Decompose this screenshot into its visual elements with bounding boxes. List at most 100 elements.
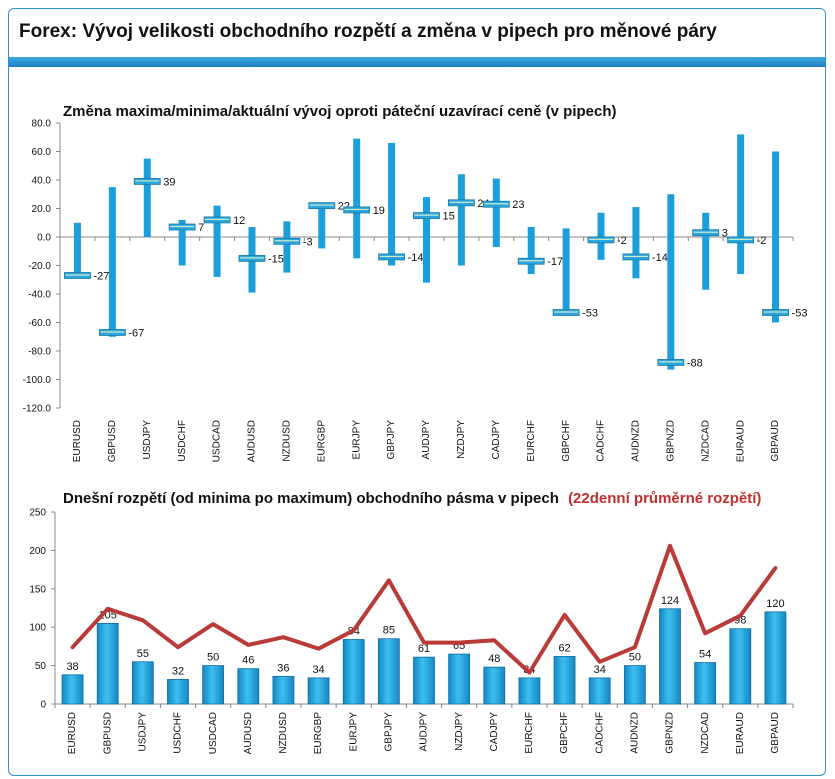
chart1-current-label: -14: [408, 252, 424, 264]
chart2-category-label: CADCHF: [594, 712, 605, 754]
chart2-range-bar: [448, 653, 471, 705]
chart1-range-bar: [423, 197, 430, 283]
chart1-range-bar: [492, 178, 500, 247]
chart1-category-label: GBPAUD: [770, 420, 781, 462]
chart1-current-label: -15: [268, 253, 284, 265]
chart2-bar-value-label: 120: [766, 598, 784, 610]
chart1-y-tick-label: -120.0: [23, 404, 52, 415]
chart1-y-tick-label: 40.0: [32, 176, 52, 187]
chart1-current-label: 12: [233, 215, 245, 227]
chart1-range-bar: [388, 142, 396, 266]
chart2-range-bar: [167, 679, 189, 705]
chart1-title: Změna maxima/minima/aktuální vývoj oprot…: [63, 103, 617, 120]
chart1-current-label: -67: [128, 327, 144, 339]
chart1-category-label: NZDCAD: [700, 420, 711, 462]
chart1-category-label: AUDNZD: [631, 420, 642, 462]
chart1-y-tick-label: -80.0: [28, 347, 51, 358]
chart1-category-label: EURAUD: [735, 420, 746, 462]
chart2-category-label: GBPCHF: [559, 712, 570, 754]
chart1-y-tick-label: -100.0: [23, 375, 52, 386]
chart2-y-tick-label: 100: [29, 623, 46, 634]
chart2-category-label: GBPJPY: [383, 712, 394, 752]
chart1-range-bar: [283, 221, 291, 273]
chart2-range-bar: [659, 608, 681, 705]
report-frame: Forex: Vývoj velikosti obchodního rozpět…: [8, 8, 826, 776]
chart2-range-bar: [202, 665, 225, 705]
chart2-y-tick-label: 0: [40, 700, 46, 711]
chart2-title-suffix: (22denní průměrné rozpětí): [568, 490, 761, 507]
chart2-range-bar: [553, 655, 576, 705]
chart1-range-bar: [108, 187, 116, 337]
chart1-range-bar: [702, 212, 710, 290]
chart1-range-bar: [632, 207, 640, 279]
chart1-category-label: CADJPY: [491, 420, 502, 460]
chart1-current-label: -88: [687, 357, 703, 369]
chart1-current-label: -53: [582, 308, 598, 320]
chart2-bar-value-label: 46: [242, 655, 254, 667]
chart1-category-label: GBPUSD: [107, 420, 118, 462]
chart1-current-label: -27: [93, 270, 109, 282]
chart2-bar-value-label: 48: [488, 653, 500, 665]
chart2-y-tick-label: 200: [29, 546, 46, 557]
chart2-range-bar: [588, 677, 611, 705]
chart1-category-label: EURUSD: [72, 420, 83, 462]
chart1-current-label: -2: [757, 235, 767, 247]
chart2-range-bar: [518, 677, 541, 705]
chart2-range-bar: [307, 677, 330, 705]
chart2-range-bar: [237, 668, 260, 705]
chart2-bar-value-label: 62: [558, 642, 570, 654]
chart1-range-bar: [213, 205, 221, 277]
chart2-category-label: AUDJPY: [419, 712, 430, 752]
chart1-current-label: -17: [547, 256, 563, 268]
chart1-current-label: 39: [163, 176, 175, 188]
chart2-bar-value-label: 55: [137, 648, 149, 660]
chart2-axes: 250 200 150 100 50 0 EURUSD GBPUSD USDJPY USDCHF U…: [29, 508, 794, 755]
chart2-bar-value-label: 85: [383, 625, 395, 637]
chart2-title-main: Dnešní rozpětí (od minima po maximum) ob…: [63, 490, 559, 507]
chart1-range-bar: [318, 202, 326, 249]
chart2-category-label: USDCAD: [208, 712, 219, 754]
chart1-range-bar: [597, 212, 605, 260]
chart2-category-label: AUDNZD: [629, 712, 640, 754]
chart1-category-label: GBPCHF: [561, 420, 572, 462]
chart2-category-label: GBPNZD: [665, 712, 676, 754]
chart1-category-label: GBPNZD: [665, 420, 676, 462]
chart1-y-tick-label: -40.0: [28, 290, 51, 301]
chart1-category-label: NZDJPY: [456, 420, 467, 459]
chart2-bar-value-label: 32: [172, 665, 184, 677]
chart2-category-label: EURGBP: [313, 712, 324, 755]
chart1-category-label: USDCHF: [177, 420, 188, 462]
chart1-category-label: USDJPY: [142, 420, 153, 460]
chart2-title: Dnešní rozpětí (od minima po maximum) ob…: [63, 490, 761, 507]
chart2-category-label: GBPAUD: [770, 712, 781, 754]
chart2-range-bar: [96, 622, 119, 705]
chart2-category-label: EURJPY: [348, 712, 359, 752]
chart2-range-bar: [131, 661, 154, 705]
chart1-marks: -27-6739712-15-32219-14152423-17-53-2-14…: [64, 134, 807, 370]
chart2-category-label: EURCHF: [524, 712, 535, 754]
chart2-y-tick-label: 50: [35, 661, 47, 672]
chart2-bar-value-label: 34: [594, 664, 606, 676]
chart2-average-line: [70, 543, 778, 675]
chart2-range-bar: [413, 656, 435, 705]
chart1-y-tick-label: 20.0: [32, 204, 52, 215]
chart2-bar-value-label: 36: [277, 662, 289, 674]
chart1-range-bar: [457, 174, 465, 266]
chart1-current-label: 3: [722, 228, 728, 240]
chart2-bar-value-label: 34: [312, 664, 324, 676]
chart2-y-tick-label: 150: [29, 584, 46, 595]
chart2-category-label: AUDUSD: [243, 712, 254, 754]
chart2-bar-value-label: 124: [661, 595, 679, 607]
chart1-y-tick-label: 0.0: [37, 233, 51, 244]
chart1-category-label: CADCHF: [596, 420, 607, 462]
chart1-category-label: USDCAD: [212, 420, 223, 462]
header-accent-bar: [9, 57, 825, 67]
chart1-category-label: AUDUSD: [247, 420, 258, 462]
chart2-range-bar: [483, 666, 506, 705]
chart1-y-tick-label: 60.0: [32, 147, 52, 158]
chart1-range-bar: [143, 158, 151, 237]
chart2-category-label: EURUSD: [67, 712, 78, 754]
chart1-range-bar: [353, 138, 361, 259]
